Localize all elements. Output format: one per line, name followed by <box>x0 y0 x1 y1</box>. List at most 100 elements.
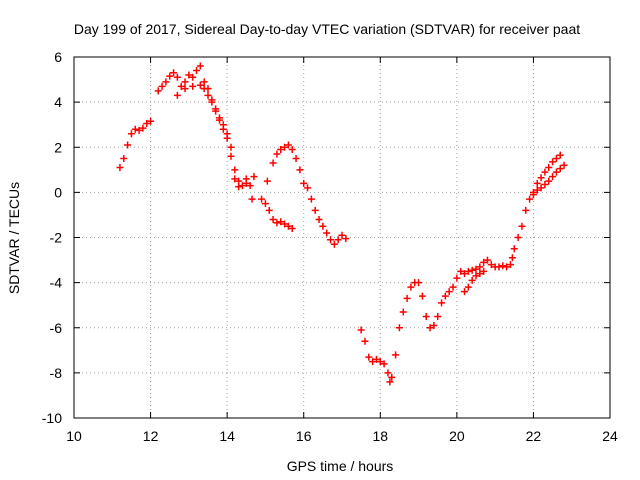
data-point <box>300 179 308 187</box>
data-point <box>380 360 388 368</box>
data-point <box>552 155 560 163</box>
data-point <box>261 200 269 208</box>
data-point <box>269 215 277 223</box>
y-tick-label: 2 <box>54 139 62 155</box>
data-point <box>177 82 185 90</box>
data-point <box>193 67 201 75</box>
data-point <box>215 116 223 124</box>
data-point <box>263 177 271 185</box>
data-point <box>499 262 507 270</box>
data-point <box>529 191 537 199</box>
data-point <box>461 270 469 278</box>
data-point <box>196 62 204 70</box>
data-point <box>200 78 208 86</box>
data-point <box>330 240 338 248</box>
data-point <box>395 324 403 332</box>
x-tick-label: 18 <box>372 428 388 444</box>
data-point <box>284 141 292 149</box>
data-point <box>154 87 162 95</box>
y-tick-label: 0 <box>54 184 62 200</box>
data-point <box>231 175 239 183</box>
x-tick-label: 10 <box>66 428 82 444</box>
data-point <box>124 141 132 149</box>
chart-title: Day 199 of 2017, Sidereal Day-to-day VTE… <box>74 21 580 37</box>
data-point <box>403 294 411 302</box>
y-axis-label: SDTVAR / TECUs <box>6 182 22 294</box>
data-point <box>170 69 178 77</box>
data-point <box>327 236 335 244</box>
data-points <box>116 62 568 386</box>
data-point <box>242 175 250 183</box>
data-point <box>127 130 135 138</box>
data-point <box>281 143 289 151</box>
data-point <box>476 263 484 271</box>
data-point <box>522 206 530 214</box>
data-point <box>265 206 273 214</box>
data-point <box>472 272 480 280</box>
y-tick-label: -10 <box>42 410 62 426</box>
data-point <box>445 288 453 296</box>
data-point <box>315 215 323 223</box>
data-point <box>235 183 243 191</box>
data-point <box>480 267 488 275</box>
x-axis-label: GPS time / hours <box>287 458 394 474</box>
data-point <box>292 155 300 163</box>
y-tick-label: -2 <box>50 230 63 246</box>
data-point <box>533 179 541 187</box>
data-point <box>386 378 394 386</box>
data-point <box>384 369 392 377</box>
data-point <box>457 267 465 275</box>
data-point <box>158 82 166 90</box>
data-point <box>143 120 151 128</box>
data-point <box>258 195 266 203</box>
data-point <box>369 358 377 366</box>
data-point <box>449 283 457 291</box>
y-tick-label: -6 <box>50 320 63 336</box>
data-point <box>483 256 491 264</box>
data-point <box>334 236 342 244</box>
data-point <box>248 195 256 203</box>
data-point <box>120 155 128 163</box>
data-point <box>560 161 568 169</box>
data-point <box>464 267 472 275</box>
y-tick-label: 4 <box>54 94 62 110</box>
data-point <box>185 71 193 79</box>
data-point <box>541 180 549 188</box>
data-point <box>173 73 181 81</box>
data-point <box>227 152 235 160</box>
data-point <box>430 321 438 329</box>
data-point <box>552 168 560 176</box>
data-point <box>365 353 373 361</box>
data-point <box>526 195 534 203</box>
data-point <box>319 222 327 230</box>
data-point <box>472 265 480 273</box>
data-point <box>288 146 296 154</box>
data-point <box>549 158 557 166</box>
data-point <box>342 235 350 243</box>
data-point <box>468 266 476 274</box>
data-point <box>338 231 346 239</box>
data-point <box>556 151 564 159</box>
data-point <box>361 337 369 345</box>
data-point <box>181 78 189 86</box>
data-point <box>537 184 545 192</box>
data-point <box>196 81 204 89</box>
data-point <box>208 96 216 104</box>
data-point <box>277 146 285 154</box>
data-point <box>537 174 545 182</box>
data-point <box>487 261 495 269</box>
data-point <box>508 254 516 262</box>
data-point <box>453 274 461 282</box>
data-point <box>273 219 281 227</box>
data-point <box>162 78 170 86</box>
x-tick-label: 20 <box>449 428 465 444</box>
data-point <box>273 150 281 158</box>
data-point <box>503 263 511 271</box>
data-point <box>426 324 434 332</box>
data-point <box>204 91 212 99</box>
data-point <box>468 276 476 284</box>
data-point <box>545 164 553 172</box>
data-point <box>311 206 319 214</box>
data-point <box>288 224 296 232</box>
